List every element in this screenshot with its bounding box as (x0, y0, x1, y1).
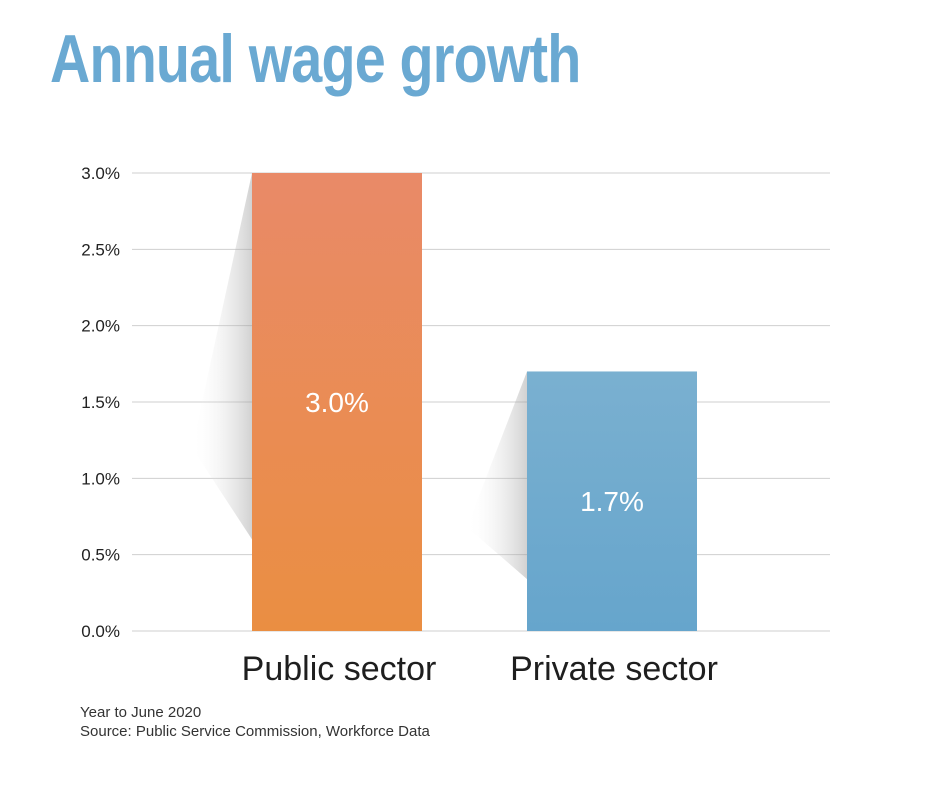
data-label: 1.7% (580, 486, 644, 517)
bar-shadows (192, 173, 527, 580)
y-tick-label: 0.5% (81, 546, 120, 565)
bars (252, 173, 697, 631)
bar-private-sector (527, 371, 697, 631)
y-axis-ticks: 0.0% 0.5% 1.0% 1.5% 2.0% 2.5% 3.0% (81, 164, 120, 641)
bar-shadow (467, 371, 527, 580)
source-note: Source: Public Service Commission, Workf… (80, 723, 430, 740)
chart-title: Annual wage growth (50, 21, 581, 97)
bar-chart: 0.0% 0.5% 1.0% 1.5% 2.0% 2.5% 3.0% 3.0% 1.7% Pu… (81, 164, 830, 688)
category-label: Public sector (242, 650, 437, 688)
bar-public-sector (252, 173, 422, 631)
y-tick-label: 2.0% (81, 317, 120, 336)
y-tick-label: 2.5% (81, 240, 120, 259)
period-note: Year to June 2020 (80, 704, 202, 721)
data-labels: 3.0% 1.7% (305, 387, 644, 517)
y-tick-label: 1.0% (81, 469, 120, 488)
y-tick-label: 3.0% (81, 164, 120, 183)
category-label: Private sector (510, 650, 718, 688)
data-label: 3.0% (305, 387, 369, 418)
y-tick-label: 1.5% (81, 393, 120, 412)
y-tick-label: 0.0% (81, 622, 120, 641)
category-labels: Public sector Private sector (242, 650, 718, 688)
bar-shadow (192, 173, 252, 540)
